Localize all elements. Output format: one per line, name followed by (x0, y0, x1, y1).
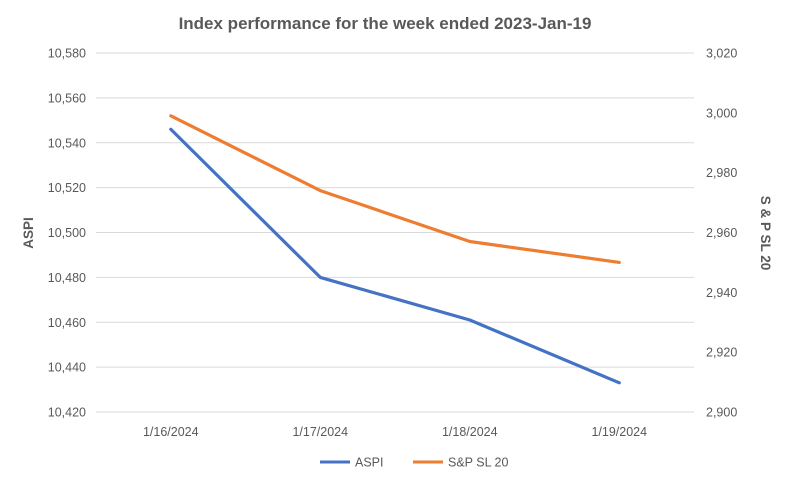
left-tick-label: 10,500 (48, 226, 86, 240)
left-tick-label: 10,540 (48, 136, 86, 150)
legend-label: S&P SL 20 (448, 456, 509, 470)
right-axis-title: S & P SL 20 (758, 196, 773, 271)
right-tick-label: 3,000 (706, 106, 737, 120)
x-tick-label: 1/19/2024 (591, 425, 647, 439)
series-line-aspi (169, 127, 621, 385)
right-tick-label: 2,940 (706, 286, 737, 300)
legend: ASPI S&P SL 20 (320, 456, 509, 470)
x-tick-label: 1/18/2024 (442, 425, 498, 439)
chart-title: Index performance for the week ended 202… (179, 14, 592, 33)
gridlines (96, 52, 694, 413)
left-tick-label: 10,580 (48, 47, 86, 61)
right-tick-label: 2,960 (706, 226, 737, 240)
right-axis-ticks: 2,900 2,920 2,940 2,960 2,980 3,000 3,020 (706, 47, 737, 420)
right-tick-label: 3,020 (706, 47, 737, 61)
right-tick-label: 2,980 (706, 166, 737, 180)
left-tick-label: 10,520 (48, 181, 86, 195)
left-tick-label: 10,560 (48, 91, 86, 105)
right-tick-label: 2,900 (706, 406, 737, 420)
x-tick-label: 1/17/2024 (292, 425, 348, 439)
x-axis-ticks: 1/16/2024 1/17/2024 1/18/2024 1/19/2024 (143, 425, 647, 439)
left-tick-label: 10,420 (48, 406, 86, 420)
right-tick-label: 2,920 (706, 346, 737, 360)
legend-label: ASPI (355, 456, 384, 470)
left-tick-label: 10,480 (48, 271, 86, 285)
left-axis-title: ASPI (21, 217, 36, 249)
x-tick-label: 1/16/2024 (143, 425, 199, 439)
left-tick-label: 10,460 (48, 316, 86, 330)
left-axis-ticks: 10,420 10,440 10,460 10,480 10,500 10,520 10,5… (48, 47, 86, 420)
series-line-s-p-sl-20 (169, 114, 621, 264)
left-tick-label: 10,440 (48, 361, 86, 375)
series-lines (169, 114, 621, 385)
